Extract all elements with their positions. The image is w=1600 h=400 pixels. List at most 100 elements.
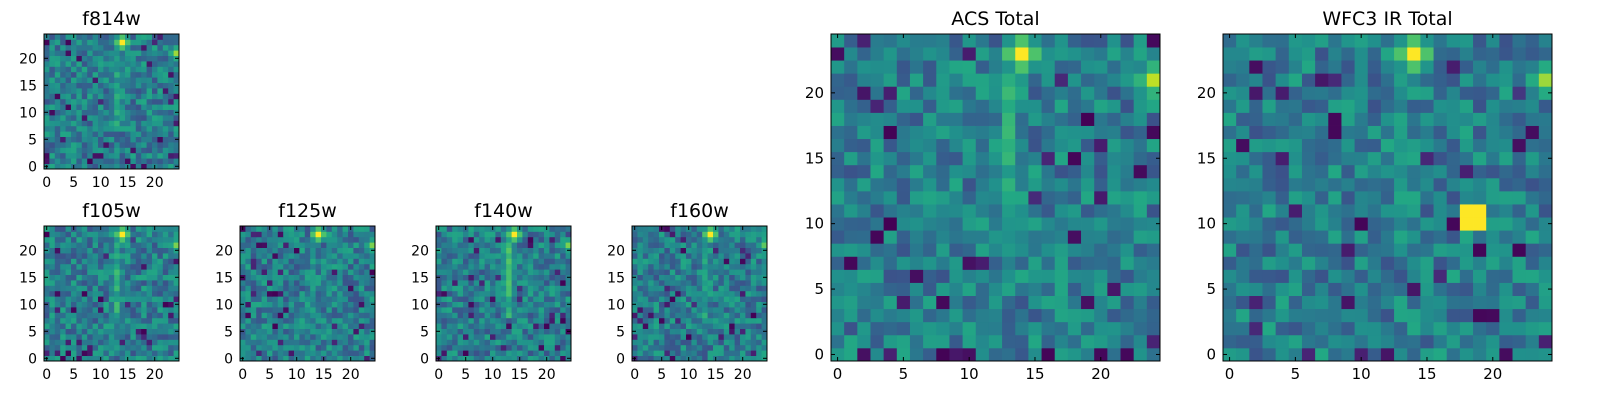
heatmap-cell: [468, 307, 475, 313]
heatmap-cell: [463, 344, 469, 351]
heatmap-cell: [49, 269, 56, 275]
heatmap-cell: [527, 247, 534, 254]
heatmap-cell: [560, 290, 566, 297]
heatmap-cell: [1525, 295, 1540, 310]
heatmap-cell: [1120, 308, 1135, 323]
heatmap-cell: [702, 274, 708, 281]
heatmap-cell: [103, 120, 110, 127]
heatmap-cell: [146, 263, 153, 270]
heatmap-cell: [146, 163, 153, 170]
heatmap-cell: [1275, 269, 1290, 283]
heatmap-cell: [369, 323, 376, 329]
heatmap-cell: [152, 301, 158, 308]
heatmap-cell: [98, 285, 104, 292]
heatmap-cell: [54, 242, 61, 248]
heatmap-cell: [173, 312, 180, 319]
heatmap-cell: [283, 344, 289, 351]
heatmap-cell: [130, 93, 137, 100]
heatmap-cell: [1094, 230, 1108, 244]
heatmap-cell: [457, 285, 464, 292]
heatmap-cell: [441, 247, 448, 254]
heatmap-cell: [1015, 99, 1029, 113]
heatmap-cell: [103, 274, 110, 281]
heatmap-cell: [54, 274, 61, 281]
heatmap-cell: [146, 242, 153, 248]
heatmap-cell: [162, 39, 169, 46]
heatmap-cell: [277, 312, 284, 319]
heatmap-cell: [756, 258, 762, 265]
heatmap-cell: [554, 231, 561, 238]
heatmap-cell: [659, 280, 665, 286]
heatmap-cell: [696, 247, 703, 254]
heatmap-cell: [76, 226, 83, 232]
heatmap-cell: [870, 321, 885, 336]
heatmap-cell: [54, 104, 61, 110]
heatmap-cell: [98, 296, 104, 302]
heatmap-cell: [1341, 217, 1355, 231]
heatmap-cell: [1262, 151, 1277, 166]
heatmap-cell: [857, 321, 871, 336]
heatmap-cell: [1525, 217, 1540, 231]
heatmap-cell: [949, 230, 963, 244]
heatmap-cell: [1133, 334, 1148, 349]
heatmap-cell: [1107, 243, 1121, 257]
heatmap-cell: [168, 231, 174, 238]
heatmap-cell: [71, 109, 77, 116]
heatmap-cell: [544, 307, 550, 313]
heatmap-cell: [168, 317, 174, 324]
heatmap-cell: [1420, 295, 1434, 310]
heatmap-cell: [1041, 125, 1056, 140]
heatmap-cell: [261, 290, 268, 297]
heatmap-cell: [522, 285, 529, 292]
heatmap-cell: [267, 258, 273, 265]
heatmap-cell: [441, 236, 448, 243]
heatmap-cell: [1473, 230, 1487, 244]
heatmap-cell: [114, 231, 120, 238]
heatmap-cell: [168, 109, 174, 116]
heatmap-cell: [272, 317, 279, 324]
heatmap-cell: [130, 307, 137, 313]
heatmap-cell: [495, 312, 502, 319]
heatmap-cell: [60, 312, 66, 319]
heatmap-cell: [909, 125, 924, 140]
heatmap-cell: [358, 253, 365, 259]
heatmap-cell: [294, 323, 300, 329]
heatmap-cell: [353, 344, 360, 351]
heatmap-cell: [713, 350, 719, 356]
heatmap-cell: [1002, 47, 1016, 61]
heatmap-cell: [256, 280, 262, 286]
heatmap-cell: [326, 290, 333, 297]
heatmap-cell: [500, 334, 507, 340]
heatmap-cell: [565, 285, 572, 292]
heatmap-cell: [1328, 321, 1342, 336]
heatmap-cell: [565, 344, 572, 351]
heatmap-cell: [272, 263, 279, 270]
heatmap-cell: [81, 39, 88, 46]
heatmap-cell: [272, 296, 279, 302]
heatmap-cell: [168, 158, 174, 164]
heatmap-cell: [168, 136, 174, 143]
heatmap-cell: [750, 355, 757, 362]
heatmap-cell: [686, 350, 692, 356]
heatmap-cell: [544, 301, 550, 308]
heatmap-cell: [130, 39, 137, 46]
heatmap-cell: [65, 242, 72, 248]
heatmap-cell: [718, 258, 725, 265]
heatmap-cell: [304, 317, 311, 324]
heatmap-cell: [119, 253, 126, 259]
heatmap-cell: [745, 242, 752, 248]
heatmap-cell: [87, 355, 93, 362]
heatmap-cell: [337, 231, 343, 238]
heatmap-cell: [261, 328, 268, 335]
heatmap-cell: [168, 290, 174, 297]
heatmap-cell: [648, 323, 654, 329]
heatmap-cell: [277, 350, 284, 356]
heatmap-cell: [315, 274, 322, 281]
heatmap-cell: [240, 350, 246, 356]
heatmap-cell: [103, 290, 110, 297]
heatmap-cell: [348, 247, 354, 254]
heatmap-cell: [857, 256, 871, 270]
heatmap-cell: [141, 55, 147, 62]
heatmap-cell: [337, 339, 343, 346]
heatmap-cell: [565, 258, 572, 265]
